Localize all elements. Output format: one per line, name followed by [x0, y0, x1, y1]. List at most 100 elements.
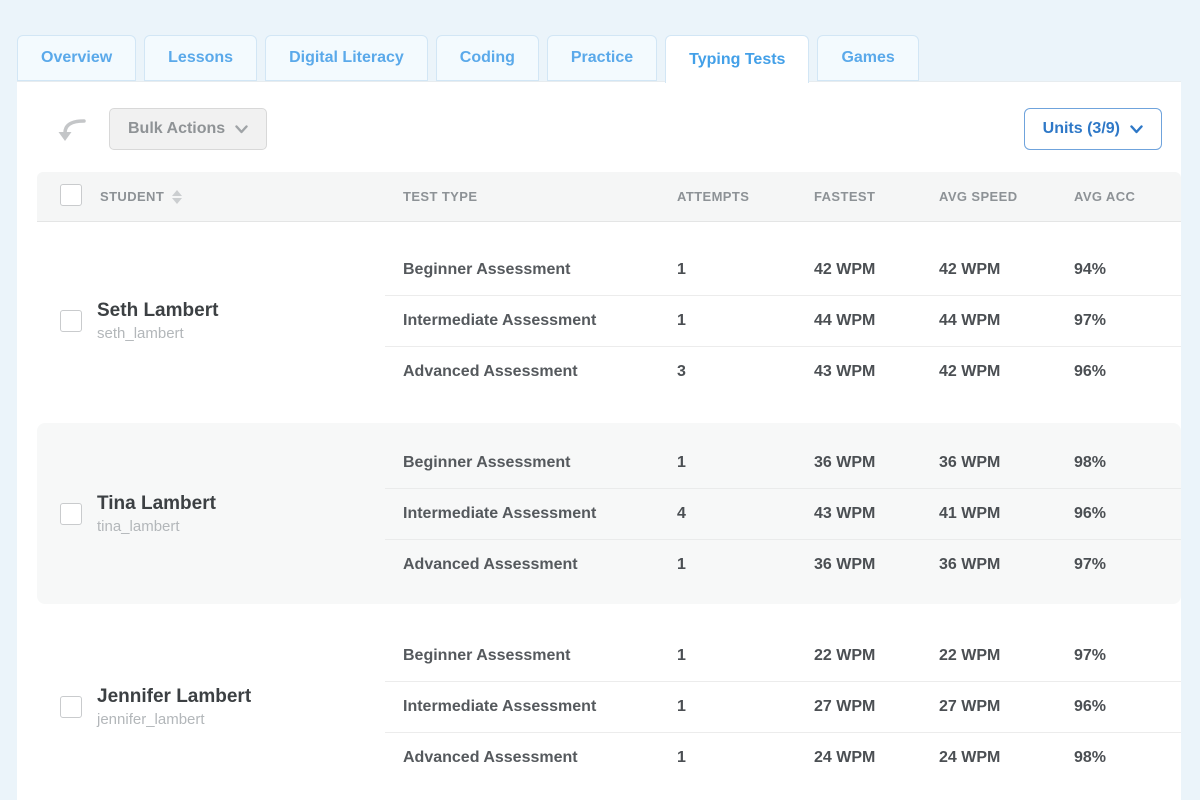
fastest-cell: 24 WPM: [814, 749, 939, 767]
avg-acc-cell: 94%: [1074, 261, 1181, 279]
avg-speed-cell: 44 WPM: [939, 312, 1074, 330]
return-arrow-icon: [57, 114, 91, 144]
bulk-actions-button[interactable]: Bulk Actions: [109, 108, 267, 150]
avg-speed-cell: 27 WPM: [939, 698, 1074, 716]
student-group: Tina Lambert tina_lambert Beginner Asses…: [37, 423, 1181, 604]
student-name: Jennifer Lambert: [97, 686, 251, 708]
attempts-cell: 1: [677, 261, 814, 279]
tab-overview[interactable]: Overview: [17, 35, 136, 81]
test-rows: Beginner Assessment 1 22 WPM 22 WPM 97% …: [385, 630, 1181, 783]
column-header-student-label: STUDENT: [100, 189, 164, 204]
student-name: Tina Lambert: [97, 493, 216, 515]
column-header-test-type: TEST TYPE: [385, 189, 677, 204]
attempts-cell: 1: [677, 698, 814, 716]
column-header-student: STUDENT: [100, 189, 385, 204]
fastest-cell: 36 WPM: [814, 454, 939, 472]
fastest-cell: 27 WPM: [814, 698, 939, 716]
typing-tests-panel: Bulk Actions Units (3/9) STUDENT TEST TY…: [17, 81, 1181, 800]
test-type-cell: Intermediate Assessment: [385, 312, 677, 330]
table-header: STUDENT TEST TYPE ATTEMPTS FASTEST AVG S…: [37, 172, 1181, 222]
test-type-cell: Beginner Assessment: [385, 647, 677, 665]
column-header-fastest: FASTEST: [814, 189, 939, 204]
attempts-cell: 1: [677, 749, 814, 767]
avg-speed-cell: 24 WPM: [939, 749, 1074, 767]
attempts-cell: 3: [677, 363, 814, 381]
avg-speed-cell: 22 WPM: [939, 647, 1074, 665]
student-name: Seth Lambert: [97, 300, 218, 322]
student-username: jennifer_lambert: [97, 711, 251, 728]
sort-icon[interactable]: [172, 190, 182, 204]
test-row: Advanced Assessment 1 36 WPM 36 WPM 97%: [385, 539, 1181, 590]
test-row: Intermediate Assessment 1 27 WPM 27 WPM …: [385, 681, 1181, 732]
student-cell: Seth Lambert seth_lambert: [37, 244, 385, 397]
attempts-cell: 4: [677, 505, 814, 523]
fastest-cell: 43 WPM: [814, 363, 939, 381]
student-cell: Tina Lambert tina_lambert: [37, 437, 385, 590]
attempts-cell: 1: [677, 312, 814, 330]
student-group: Jennifer Lambert jennifer_lambert Beginn…: [37, 616, 1181, 797]
test-row: Advanced Assessment 3 43 WPM 42 WPM 96%: [385, 346, 1181, 397]
attempts-cell: 1: [677, 454, 814, 472]
tab-coding[interactable]: Coding: [436, 35, 539, 81]
student-checkbox[interactable]: [60, 310, 82, 332]
test-row: Beginner Assessment 1 22 WPM 22 WPM 97%: [385, 630, 1181, 681]
test-row: Advanced Assessment 1 24 WPM 24 WPM 98%: [385, 732, 1181, 783]
typing-tests-table: STUDENT TEST TYPE ATTEMPTS FASTEST AVG S…: [37, 172, 1181, 800]
avg-acc-cell: 97%: [1074, 556, 1181, 574]
chevron-down-icon: [235, 125, 248, 134]
tab-bar: Overview Lessons Digital Literacy Coding…: [17, 35, 1181, 81]
test-row: Intermediate Assessment 1 44 WPM 44 WPM …: [385, 295, 1181, 346]
student-names: Tina Lambert tina_lambert: [97, 493, 216, 535]
tab-lessons[interactable]: Lessons: [144, 35, 257, 81]
units-filter-label: Units (3/9): [1043, 120, 1120, 138]
avg-acc-cell: 98%: [1074, 749, 1181, 767]
student-checkbox[interactable]: [60, 503, 82, 525]
tab-typing-tests[interactable]: Typing Tests: [665, 35, 809, 83]
tab-games[interactable]: Games: [817, 35, 918, 81]
student-cell: Jennifer Lambert jennifer_lambert: [37, 630, 385, 783]
test-type-cell: Intermediate Assessment: [385, 698, 677, 716]
student-names: Seth Lambert seth_lambert: [97, 300, 218, 342]
test-type-cell: Intermediate Assessment: [385, 505, 677, 523]
avg-acc-cell: 97%: [1074, 647, 1181, 665]
student-username: tina_lambert: [97, 518, 216, 535]
bulk-actions-label: Bulk Actions: [128, 120, 225, 138]
test-row: Beginner Assessment 1 36 WPM 36 WPM 98%: [385, 437, 1181, 488]
test-rows: Beginner Assessment 1 36 WPM 36 WPM 98% …: [385, 437, 1181, 590]
student-checkbox[interactable]: [60, 696, 82, 718]
test-row: Beginner Assessment 1 42 WPM 42 WPM 94%: [385, 244, 1181, 295]
avg-acc-cell: 98%: [1074, 454, 1181, 472]
avg-acc-cell: 96%: [1074, 698, 1181, 716]
test-type-cell: Advanced Assessment: [385, 363, 677, 381]
select-all-checkbox[interactable]: [60, 184, 82, 206]
student-names: Jennifer Lambert jennifer_lambert: [97, 686, 251, 728]
units-filter-button[interactable]: Units (3/9): [1024, 108, 1162, 150]
tab-digital-literacy[interactable]: Digital Literacy: [265, 35, 428, 81]
avg-acc-cell: 96%: [1074, 505, 1181, 523]
fastest-cell: 44 WPM: [814, 312, 939, 330]
header-checkbox-cell: [37, 184, 100, 209]
fastest-cell: 22 WPM: [814, 647, 939, 665]
fastest-cell: 42 WPM: [814, 261, 939, 279]
test-type-cell: Beginner Assessment: [385, 454, 677, 472]
column-header-attempts: ATTEMPTS: [677, 189, 814, 204]
student-username: seth_lambert: [97, 325, 218, 342]
avg-acc-cell: 97%: [1074, 312, 1181, 330]
test-type-cell: Beginner Assessment: [385, 261, 677, 279]
avg-speed-cell: 36 WPM: [939, 556, 1074, 574]
test-type-cell: Advanced Assessment: [385, 749, 677, 767]
student-group: Seth Lambert seth_lambert Beginner Asses…: [37, 230, 1181, 411]
avg-acc-cell: 96%: [1074, 363, 1181, 381]
avg-speed-cell: 42 WPM: [939, 261, 1074, 279]
avg-speed-cell: 41 WPM: [939, 505, 1074, 523]
column-header-avg-acc: AVG ACC: [1074, 189, 1181, 204]
avg-speed-cell: 36 WPM: [939, 454, 1074, 472]
chevron-down-icon: [1130, 125, 1143, 134]
toolbar: Bulk Actions Units (3/9): [17, 108, 1181, 150]
tab-practice[interactable]: Practice: [547, 35, 657, 81]
test-rows: Beginner Assessment 1 42 WPM 42 WPM 94% …: [385, 244, 1181, 397]
test-type-cell: Advanced Assessment: [385, 556, 677, 574]
column-header-avg-speed: AVG SPEED: [939, 189, 1074, 204]
fastest-cell: 36 WPM: [814, 556, 939, 574]
fastest-cell: 43 WPM: [814, 505, 939, 523]
